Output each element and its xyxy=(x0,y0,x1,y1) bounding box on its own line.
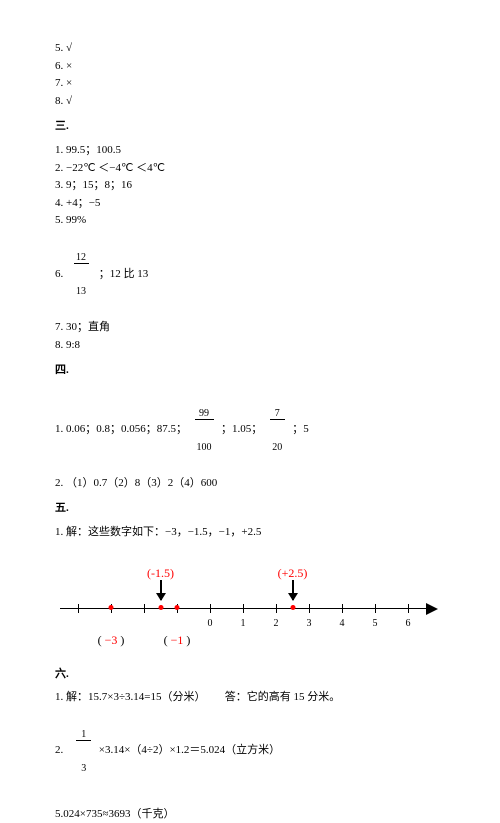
section-6-title: 六. xyxy=(55,666,445,684)
section-3-body: 1. 99.5；100.5 2. −22℃ ＜−4℃ ＜4℃ 3. 9；15；8… xyxy=(55,142,445,354)
section-3-title: 三. xyxy=(55,118,445,136)
number-line-bottom-label: ( −1 ) xyxy=(164,631,191,650)
tick xyxy=(408,604,409,613)
number-line-point xyxy=(109,605,114,610)
frac-num: 1 xyxy=(76,729,91,741)
s3-l5: 5. 99% xyxy=(55,212,445,230)
fraction-99-100: 99 100 xyxy=(195,386,214,475)
s3-l4: 4. +4；−5 xyxy=(55,195,445,213)
s3-l7: 7. 30；直角 xyxy=(55,319,445,337)
s4-l2: 2. （1）0.7（2）8（3）2（4）600 xyxy=(55,475,445,493)
tf-7: 7. × xyxy=(55,75,445,93)
section-4-title: 四. xyxy=(55,362,445,380)
tick-label: 6 xyxy=(406,616,411,632)
s6-l2: 2. 1 3 ×3.14×（4÷2）×1.2＝5.024（立方米） xyxy=(55,707,445,796)
frac-num: 7 xyxy=(270,408,285,420)
tick xyxy=(375,604,376,613)
tick-label: 3 xyxy=(307,616,312,632)
tick xyxy=(144,604,145,613)
number-line-point xyxy=(290,605,295,610)
frac-den: 20 xyxy=(270,442,285,453)
number-line-point xyxy=(158,605,163,610)
s3-l6b: ；12 比 13 xyxy=(91,266,149,284)
s3-l6a: 6. xyxy=(55,266,72,284)
number-line-bottom-label: ( −3 ) xyxy=(98,631,125,650)
s6-l2b: ×3.14×（4÷2）×1.2＝5.024（立方米） xyxy=(93,742,280,760)
tick xyxy=(342,604,343,613)
fraction-7-20: 7 20 xyxy=(270,386,285,475)
tf-list: 5. √ 6. × 7. × 8. √ xyxy=(55,40,445,110)
s6-l1: 1. 解：15.7×3÷3.14=15（分米） 答：它的高有 15 分米。 xyxy=(55,689,445,707)
tf-8: 8. √ xyxy=(55,93,445,111)
s6-l3: 5.024×735≈3693（千克） xyxy=(55,806,445,823)
section-5-title: 五. xyxy=(55,500,445,518)
tick-label: 1 xyxy=(241,616,246,632)
s4-l1b: ；1.05； xyxy=(216,421,268,439)
s3-l3: 3. 9；15；8；16 xyxy=(55,177,445,195)
tick-label: 5 xyxy=(373,616,378,632)
frac-den: 3 xyxy=(76,763,91,774)
tf-5: 5. √ xyxy=(55,40,445,58)
s3-l8: 8. 9:8 xyxy=(55,337,445,355)
s4-l1: 1. 0.06；0.8；0.056；87.5； 99 100 ；1.05； 7 … xyxy=(55,386,445,475)
tick-label: 4 xyxy=(340,616,345,632)
frac-num: 12 xyxy=(74,252,89,264)
s5-l1: 1. 解：这些数字如下：−3，−1.5，−1，+2.5 xyxy=(55,524,445,542)
tick xyxy=(309,604,310,613)
number-line: 0123456(-1.5)(+2.5)( −3 )( −1 ) xyxy=(55,556,445,646)
frac-den: 100 xyxy=(195,442,214,453)
number-line-point xyxy=(175,605,180,610)
s4-l1c: ；5 xyxy=(287,421,309,439)
tf-6: 6. × xyxy=(55,58,445,76)
number-line-top-label: (-1.5) xyxy=(147,564,174,583)
number-line-top-label: (+2.5) xyxy=(278,564,308,583)
tick xyxy=(78,604,79,613)
fraction-1-3: 1 3 xyxy=(76,707,91,796)
s3-l6: 6. 12 13 ；12 比 13 xyxy=(55,230,445,319)
s3-l1: 1. 99.5；100.5 xyxy=(55,142,445,160)
tick-label: 0 xyxy=(208,616,213,632)
tick xyxy=(210,604,211,613)
section-6-body: 1. 解：15.7×3÷3.14=15（分米） 答：它的高有 15 分米。 2.… xyxy=(55,689,445,823)
tick-label: 2 xyxy=(274,616,279,632)
frac-num: 99 xyxy=(195,408,214,420)
frac-den: 13 xyxy=(74,286,89,297)
section-4-body: 1. 0.06；0.8；0.056；87.5； 99 100 ；1.05； 7 … xyxy=(55,386,445,493)
tick xyxy=(243,604,244,613)
tick xyxy=(276,604,277,613)
s4-l1a: 1. 0.06；0.8；0.056；87.5； xyxy=(55,421,193,439)
s6-l2a: 2. xyxy=(55,742,74,760)
fraction-12-13: 12 13 xyxy=(74,230,89,319)
s3-l2: 2. −22℃ ＜−4℃ ＜4℃ xyxy=(55,160,445,178)
